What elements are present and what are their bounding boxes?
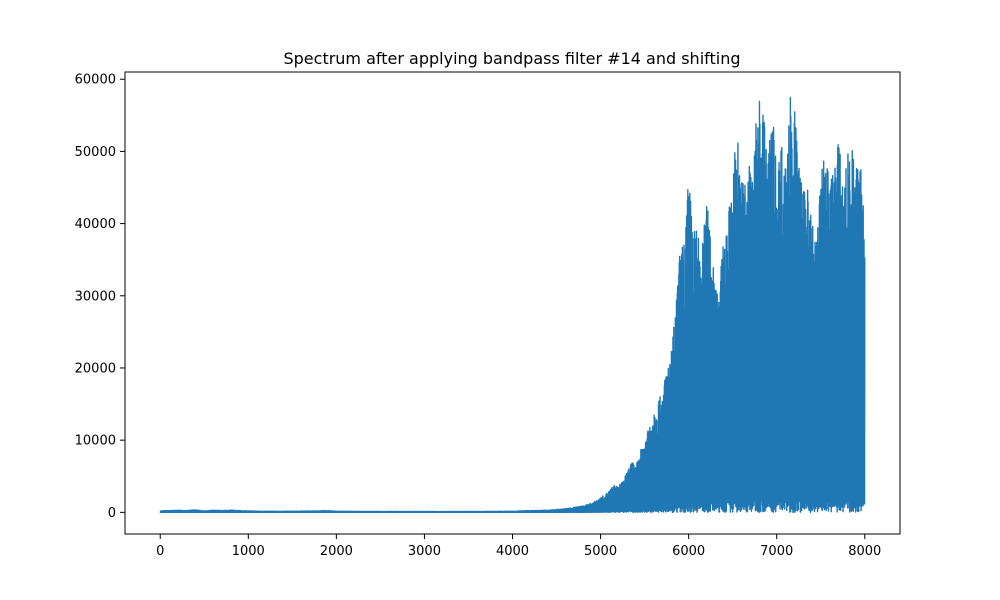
- x-axis: 0 1000 2000 3000 4000 5000 6000 7000 8000: [156, 534, 881, 559]
- y-axis: 0 10000 20000 30000 40000 50000 60000: [75, 73, 125, 521]
- series-layer: [159, 96, 866, 514]
- x-tick-label: 3000: [408, 544, 441, 559]
- x-tick-label: 1000: [232, 544, 265, 559]
- x-tick-label: 8000: [848, 544, 881, 559]
- y-tick-label: 50000: [75, 145, 116, 160]
- y-tick-label: 20000: [75, 361, 116, 376]
- x-tick-label: 2000: [320, 544, 353, 559]
- y-tick-label: 40000: [75, 217, 116, 232]
- y-tick-label: 60000: [75, 73, 116, 88]
- y-tick-label: 0: [108, 506, 116, 521]
- x-tick-label: 7000: [760, 544, 793, 559]
- spectrum-series-line: [159, 96, 866, 514]
- chart-title: Spectrum after applying bandpass filter …: [283, 49, 740, 68]
- x-tick-label: 0: [156, 544, 164, 559]
- x-tick-label: 4000: [496, 544, 529, 559]
- x-tick-label: 5000: [584, 544, 617, 559]
- y-tick-label: 30000: [75, 289, 116, 304]
- y-tick-label: 10000: [75, 434, 116, 449]
- x-tick-label: 6000: [672, 544, 705, 559]
